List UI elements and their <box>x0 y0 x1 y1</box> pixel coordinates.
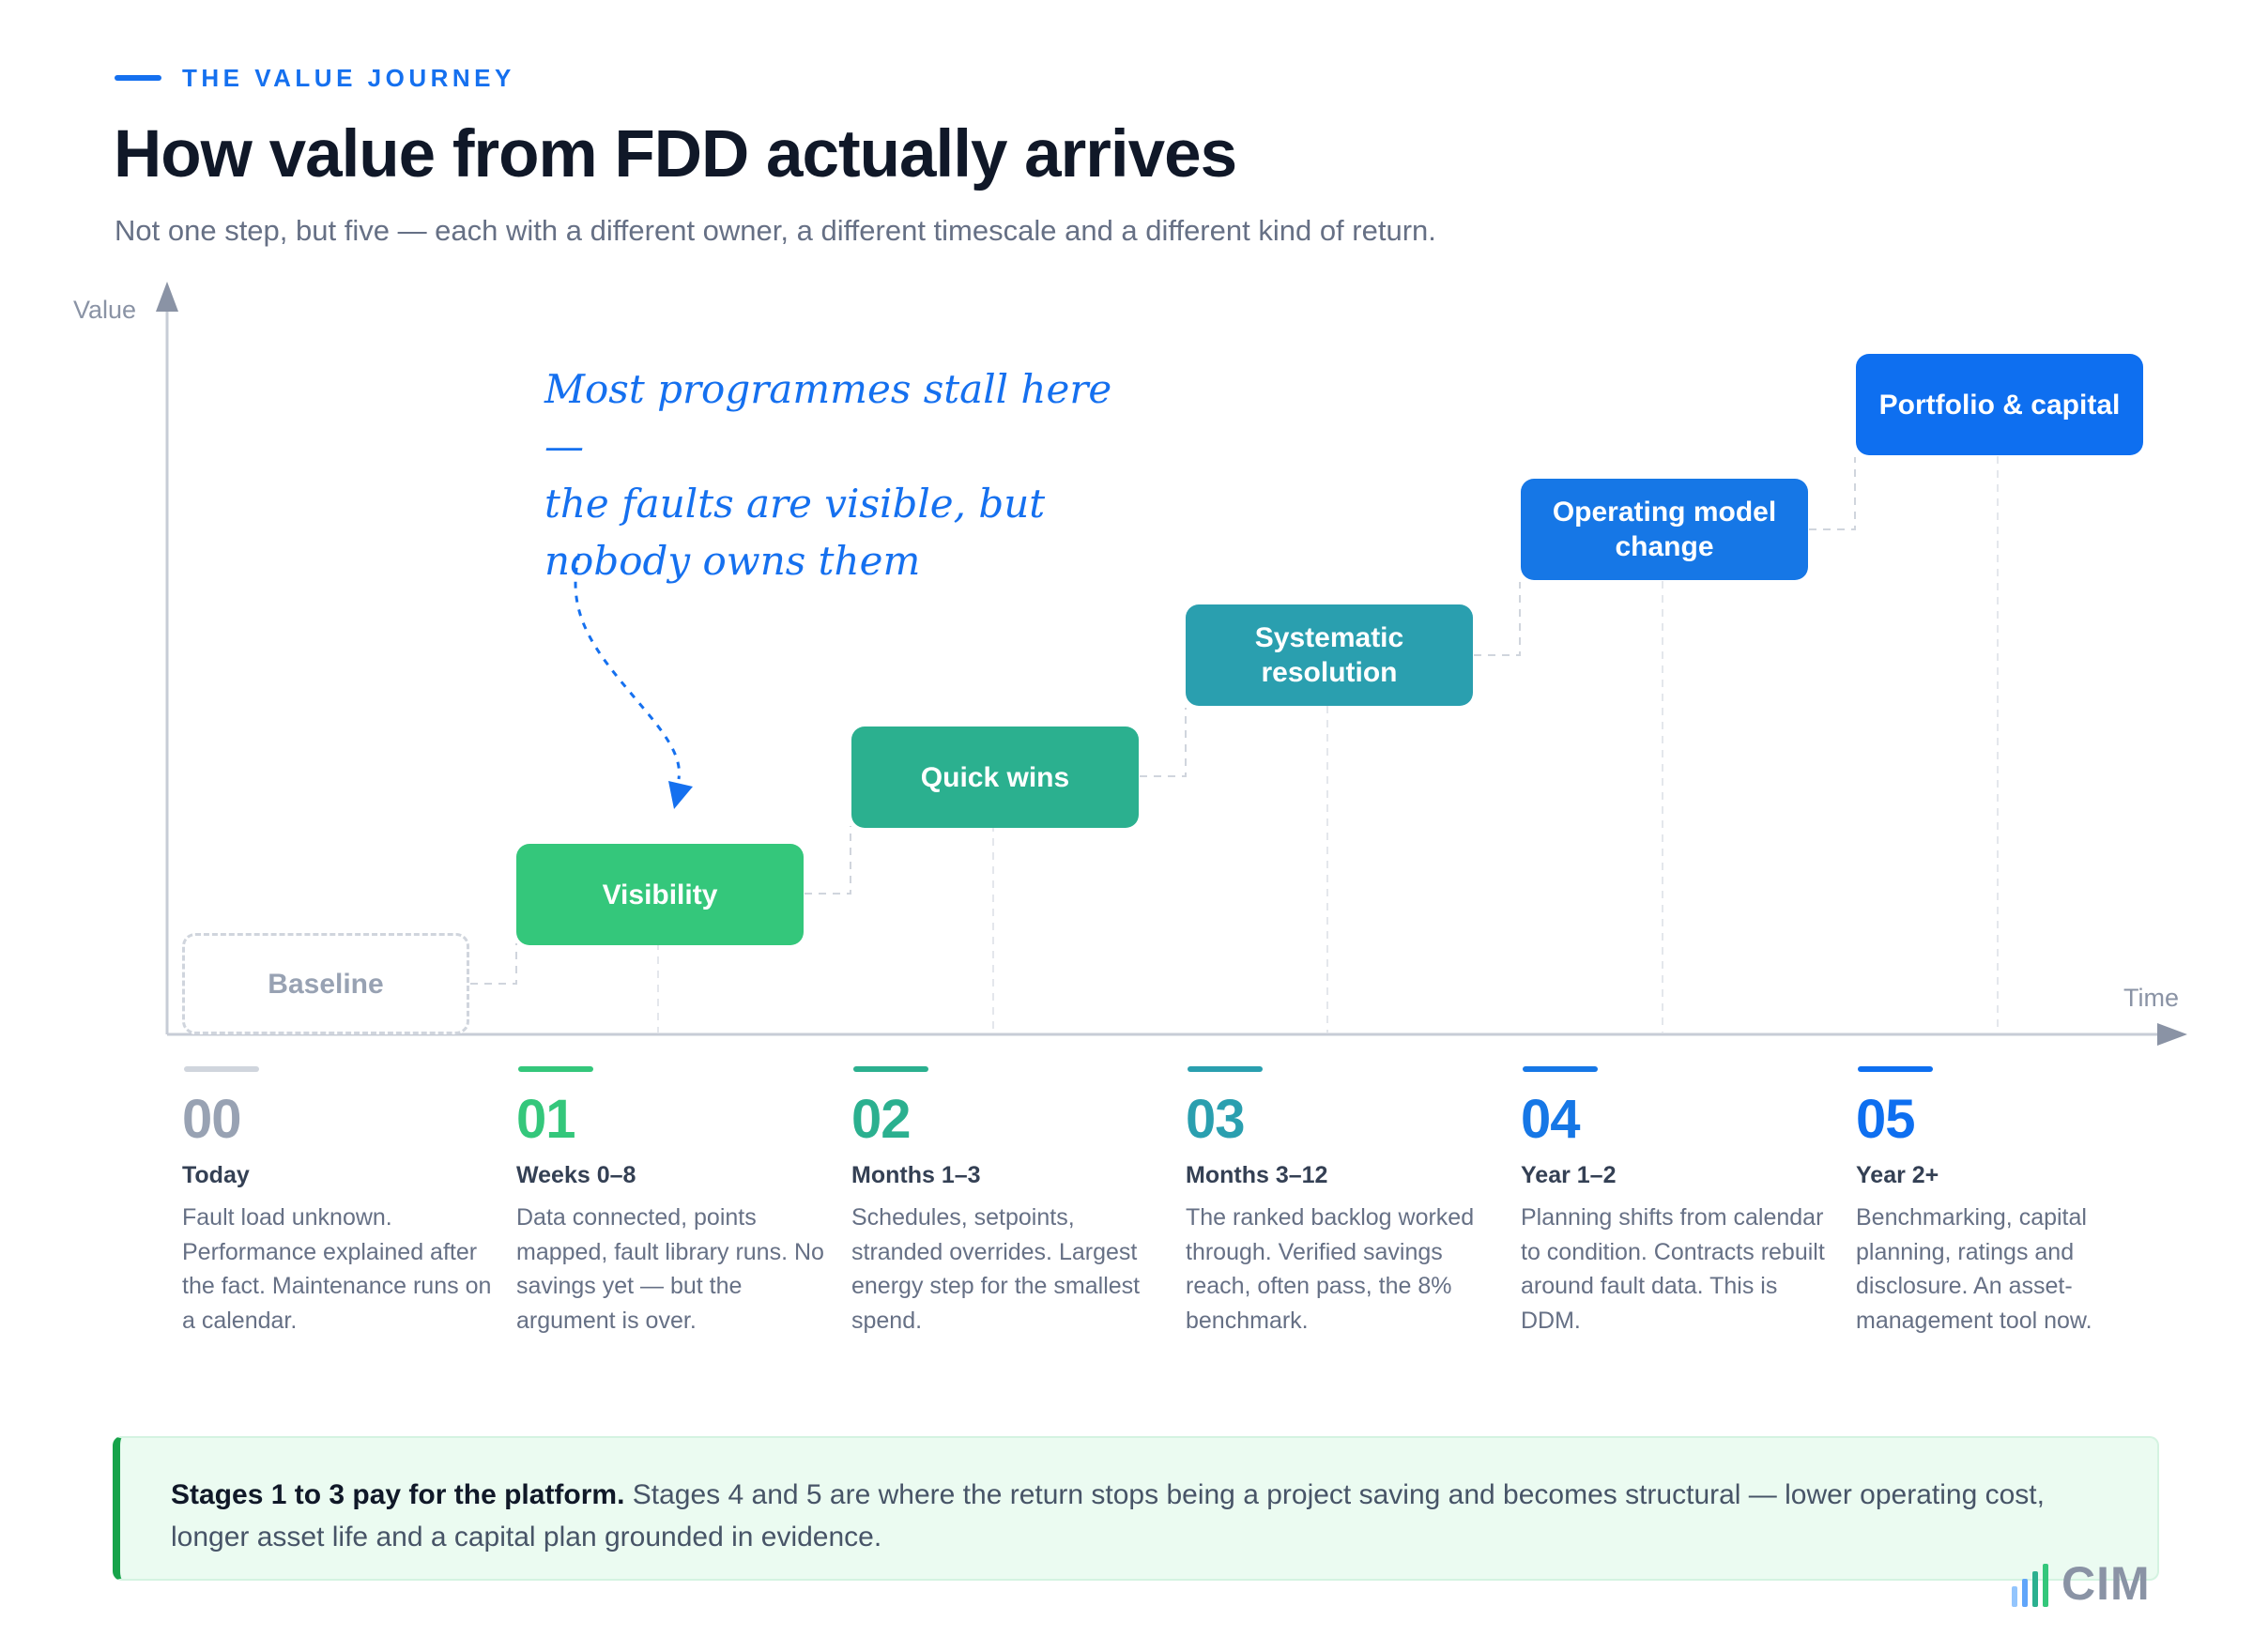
timeline-accent-bar <box>1523 1066 1598 1072</box>
timeline-column-03: 03 Months 3–12 The ranked backlog worked… <box>1186 1066 1505 1338</box>
timeline-accent-bar <box>853 1066 928 1072</box>
eyebrow-accent-bar <box>115 75 161 81</box>
timeline-description: Benchmarking, capital planning, ratings … <box>1856 1204 2092 1334</box>
timeline-period: Months 1–3 <box>851 1162 981 1188</box>
callout-text: Stages 4 and 5 are where the return stop… <box>171 1479 2045 1553</box>
timeline-column-00: 00 Today Fault load unknown. Performance… <box>182 1066 501 1338</box>
timeline-description: Fault load unknown. Performance explaine… <box>182 1204 492 1334</box>
y-axis-label: Value <box>73 296 137 324</box>
timeline-accent-bar <box>518 1066 593 1072</box>
timeline-number: 04 <box>1521 1089 1581 1150</box>
timeline-column-02: 02 Months 1–3 Schedules, setpoints, stra… <box>851 1066 1171 1338</box>
stage-label: Quick wins <box>920 761 1070 793</box>
stage-drop-lines <box>657 456 1999 1032</box>
stall-annotation: Most programmes stall here — the faults … <box>544 360 1126 589</box>
timeline-column-05: 05 Year 2+ Benchmarking, capital plannin… <box>1856 1066 2175 1338</box>
stage-label: Portfolio & capital <box>1878 389 2121 421</box>
logo-wordmark: CIM <box>2061 1557 2151 1610</box>
timeline-column-04: 04 Year 1–2 Planning shifts from calenda… <box>1521 1066 1840 1338</box>
annotation-line: Most programmes stall here — <box>544 366 1112 469</box>
stage-box-baseline: Baseline <box>182 933 469 1034</box>
time-axis-arrowhead <box>2157 1023 2187 1046</box>
annotation-line: nobody owns them <box>544 538 921 584</box>
timeline-period: Year 1–2 <box>1521 1162 1617 1188</box>
summary-callout: Stages 1 to 3 pay for the platform. Stag… <box>113 1436 2159 1581</box>
x-axis-label: Time <box>2123 984 2179 1012</box>
timeline-period: Weeks 0–8 <box>516 1162 636 1188</box>
eyebrow-label: THE VALUE JOURNEY <box>182 64 515 92</box>
timeline-period: Year 2+ <box>1856 1162 1939 1188</box>
page-title: How value from FDD actually arrives <box>114 117 1237 191</box>
stage-connectors <box>470 457 1856 985</box>
timeline-number: 05 <box>1856 1089 1916 1150</box>
timeline-column-01: 01 Weeks 0–8 Data connected, points mapp… <box>516 1066 835 1338</box>
stage-box-visibility: Visibility <box>516 844 804 945</box>
stage-box-quick-wins: Quick wins <box>851 727 1139 828</box>
callout-emphasis: Stages 1 to 3 pay for the platform. <box>171 1479 625 1510</box>
stage-label: Systematic resolution <box>1254 622 1404 688</box>
timeline-number: 00 <box>182 1089 242 1150</box>
stage-label: Operating model change <box>1552 497 1777 562</box>
cim-logo: CIM <box>2011 1558 2151 1607</box>
timeline-accent-bar <box>184 1066 259 1072</box>
stage-box-systematic-resolution: Systematic resolution <box>1186 604 1473 706</box>
stage-label: Baseline <box>268 968 384 1000</box>
timeline-period: Today <box>182 1162 250 1188</box>
annotation-line: the faults are visible, but <box>544 481 1046 527</box>
value-axis-arrowhead <box>156 282 178 312</box>
stage-box-operating-model-change: Operating model change <box>1521 479 1808 580</box>
bar-chart-icon <box>2012 1564 2048 1607</box>
stage-label: Visibility <box>602 879 718 910</box>
timeline-accent-bar <box>1858 1066 1933 1072</box>
annotation-arrowhead <box>668 781 693 809</box>
timeline-description: The ranked backlog worked through. Verif… <box>1186 1204 1475 1334</box>
timeline-description: Data connected, points mapped, fault lib… <box>516 1204 824 1334</box>
page-subtitle: Not one step, but five — each with a dif… <box>115 214 1436 247</box>
timeline-period: Months 3–12 <box>1186 1162 1328 1188</box>
timeline-accent-bar <box>1188 1066 1263 1072</box>
timeline-number: 01 <box>516 1089 576 1150</box>
timeline-number: 02 <box>851 1089 912 1150</box>
timeline-description: Schedules, setpoints, stranded overrides… <box>851 1204 1141 1334</box>
annotation-arrow-line <box>574 553 681 780</box>
timeline-number: 03 <box>1186 1089 1246 1150</box>
stage-box-portfolio-capital: Portfolio & capital <box>1856 354 2143 455</box>
timeline-description: Planning shifts from calendar to conditi… <box>1521 1204 1825 1334</box>
